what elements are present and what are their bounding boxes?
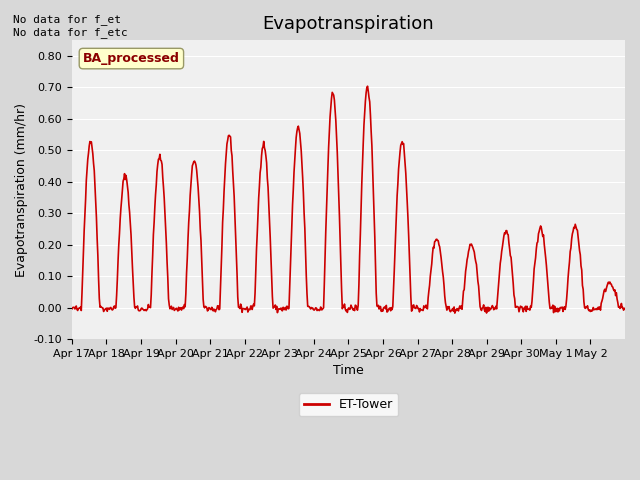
X-axis label: Time: Time bbox=[333, 364, 364, 377]
Text: No data for f_et
No data for f_etc: No data for f_et No data for f_etc bbox=[13, 14, 127, 38]
Title: Evapotranspiration: Evapotranspiration bbox=[262, 15, 435, 33]
Text: BA_processed: BA_processed bbox=[83, 52, 180, 65]
Legend: ET-Tower: ET-Tower bbox=[299, 394, 398, 416]
Y-axis label: Evapotranspiration (mm/hr): Evapotranspiration (mm/hr) bbox=[15, 103, 28, 276]
